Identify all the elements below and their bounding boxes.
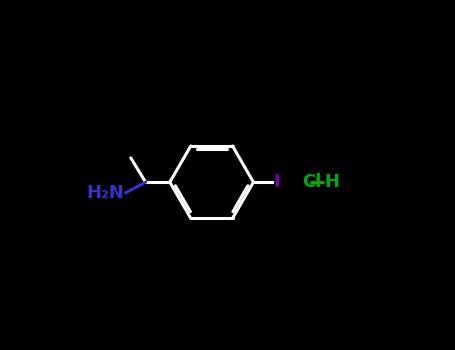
Text: I: I — [273, 173, 280, 191]
Text: Cl: Cl — [303, 173, 322, 191]
Text: H: H — [324, 173, 339, 191]
Text: H₂N: H₂N — [86, 184, 124, 202]
